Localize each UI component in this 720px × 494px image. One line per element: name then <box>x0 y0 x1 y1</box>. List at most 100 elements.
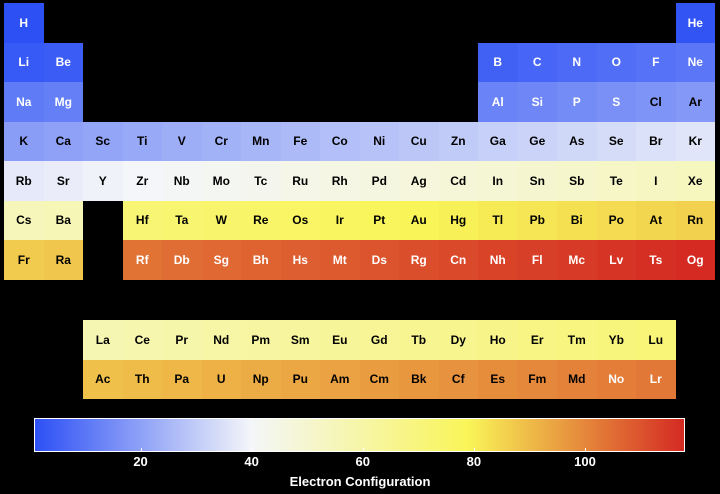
element-rh: Rh <box>320 161 360 201</box>
colorbar-tick-mark <box>362 448 364 452</box>
element-lr: Lr <box>636 359 676 399</box>
element-ra: Ra <box>43 240 83 280</box>
element-o: O <box>596 42 636 82</box>
element-ts: Ts <box>636 240 676 280</box>
element-zr: Zr <box>122 161 162 201</box>
element-u: U <box>201 359 241 399</box>
element-hs: Hs <box>280 240 320 280</box>
element-sc: Sc <box>83 121 123 161</box>
element-zn: Zn <box>438 121 478 161</box>
element-li: Li <box>4 42 44 82</box>
colorbar-tick-mark <box>140 448 142 452</box>
element-os: Os <box>280 200 320 240</box>
element-cn: Cn <box>438 240 478 280</box>
element-ru: Ru <box>280 161 320 201</box>
element-dy: Dy <box>438 320 478 360</box>
element-sb: Sb <box>557 161 597 201</box>
element-md: Md <box>557 359 597 399</box>
element-cs: Cs <box>4 200 44 240</box>
element-mc: Mc <box>557 240 597 280</box>
element-i: I <box>636 161 676 201</box>
colorbar-tick-mark <box>473 448 475 452</box>
element-ac: Ac <box>83 359 123 399</box>
element-db: Db <box>162 240 202 280</box>
element-h: H <box>4 3 44 43</box>
element-k: K <box>4 121 44 161</box>
element-w: W <box>201 200 241 240</box>
element-es: Es <box>478 359 518 399</box>
element-kr: Kr <box>675 121 715 161</box>
element-br: Br <box>636 121 676 161</box>
element-pm: Pm <box>241 320 281 360</box>
element-ta: Ta <box>162 200 202 240</box>
element-bi: Bi <box>557 200 597 240</box>
element-ga: Ga <box>478 121 518 161</box>
element-p: P <box>557 82 597 122</box>
element-ds: Ds <box>359 240 399 280</box>
element-xe: Xe <box>675 161 715 201</box>
colorbar-tick-mark <box>251 448 253 452</box>
colorbar <box>34 418 685 452</box>
element-bk: Bk <box>399 359 439 399</box>
element-bh: Bh <box>241 240 281 280</box>
element-pd: Pd <box>359 161 399 201</box>
colorbar-tick-mark <box>585 448 586 452</box>
element-ho: Ho <box>478 320 518 360</box>
element-ag: Ag <box>399 161 439 201</box>
element-la: La <box>83 320 123 360</box>
element-nd: Nd <box>201 320 241 360</box>
element-hg: Hg <box>438 200 478 240</box>
element-po: Po <box>596 200 636 240</box>
element-rf: Rf <box>122 240 162 280</box>
element-rg: Rg <box>399 240 439 280</box>
element-v: V <box>162 121 202 161</box>
element-te: Te <box>596 161 636 201</box>
element-ar: Ar <box>675 82 715 122</box>
element-at: At <box>636 200 676 240</box>
element-cu: Cu <box>399 121 439 161</box>
element-er: Er <box>517 320 557 360</box>
element-rn: Rn <box>675 200 715 240</box>
element-np: Np <box>241 359 281 399</box>
element-si: Si <box>517 82 557 122</box>
element-se: Se <box>596 121 636 161</box>
element-be: Be <box>43 42 83 82</box>
element-pt: Pt <box>359 200 399 240</box>
element-ge: Ge <box>517 121 557 161</box>
element-th: Th <box>122 359 162 399</box>
element-cl: Cl <box>636 82 676 122</box>
element-au: Au <box>399 200 439 240</box>
element-ti: Ti <box>122 121 162 161</box>
element-cr: Cr <box>201 121 241 161</box>
colorbar-tick-label: 40 <box>244 454 259 469</box>
element-in: In <box>478 161 518 201</box>
element-sn: Sn <box>517 161 557 201</box>
element-lu: Lu <box>636 320 676 360</box>
element-f: F <box>636 42 676 82</box>
element-co: Co <box>320 121 360 161</box>
element-n: N <box>557 42 597 82</box>
element-yb: Yb <box>596 320 636 360</box>
element-no: No <box>596 359 636 399</box>
element-cm: Cm <box>359 359 399 399</box>
element-sm: Sm <box>280 320 320 360</box>
element-as: As <box>557 121 597 161</box>
element-pr: Pr <box>162 320 202 360</box>
element-tc: Tc <box>241 161 281 201</box>
element-nb: Nb <box>162 161 202 201</box>
element-cf: Cf <box>438 359 478 399</box>
element-lv: Lv <box>596 240 636 280</box>
element-pu: Pu <box>280 359 320 399</box>
element-na: Na <box>4 82 44 122</box>
element-he: He <box>675 3 715 43</box>
element-am: Am <box>320 359 360 399</box>
element-sr: Sr <box>43 161 83 201</box>
element-pa: Pa <box>162 359 202 399</box>
element-y: Y <box>83 161 123 201</box>
colorbar-label: Electron Configuration <box>289 474 431 489</box>
element-fm: Fm <box>517 359 557 399</box>
element-fr: Fr <box>4 240 44 280</box>
element-gd: Gd <box>359 320 399 360</box>
element-ni: Ni <box>359 121 399 161</box>
